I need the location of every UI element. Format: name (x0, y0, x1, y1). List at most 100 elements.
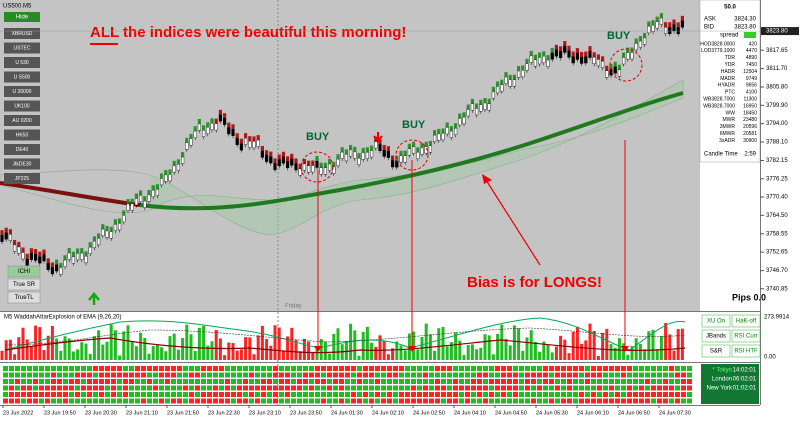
heat-cell (621, 372, 626, 378)
heat-cell (207, 385, 212, 391)
heat-cell (579, 385, 584, 391)
indicator-button[interactable] (731, 344, 761, 358)
symbol-button-label[interactable]: AU 0200 (12, 118, 32, 124)
heat-cell (393, 398, 398, 404)
heat-cell (189, 372, 194, 378)
heat-cell (135, 379, 140, 384)
symbol-button[interactable] (4, 42, 40, 54)
candle-body (143, 200, 147, 208)
candle-body (622, 57, 626, 65)
symbol-button-label[interactable]: USTEC (14, 45, 31, 51)
heat-cell (513, 372, 518, 378)
symbol-button-label[interactable]: JP225 (15, 176, 29, 182)
hide-button-label[interactable]: Hide (16, 15, 29, 21)
heat-cell (495, 379, 500, 384)
symbol-button[interactable] (4, 129, 40, 141)
symbol-button[interactable] (4, 173, 40, 184)
tool-button-label[interactable]: ICHI (18, 269, 30, 275)
indicator-button-label[interactable]: XU On (707, 319, 725, 325)
symbol-button[interactable] (4, 115, 40, 126)
heat-cell (159, 385, 164, 391)
heat-cell (249, 379, 254, 384)
symbol-button[interactable] (4, 57, 40, 68)
time-label: 24 Jun 06:50 (618, 410, 650, 416)
heiken-ashi (25, 253, 29, 259)
histogram-bar (466, 345, 470, 360)
symbol-button[interactable] (4, 28, 40, 39)
symbol-button-label[interactable]: UK100 (14, 103, 30, 109)
heat-cell (273, 366, 278, 371)
heat-cell (465, 379, 470, 384)
heat-cell (195, 385, 200, 391)
heat-cell (465, 366, 470, 371)
heat-cell (507, 366, 512, 371)
heiken-ashi (311, 160, 315, 166)
candle-body (222, 117, 227, 125)
heat-cell (261, 372, 266, 378)
indicator-button[interactable] (731, 314, 761, 328)
heat-cell (279, 379, 284, 384)
heat-cell (3, 392, 8, 397)
indicator-button[interactable] (701, 329, 731, 343)
heiken-ashi (638, 36, 642, 42)
heat-cell (435, 385, 440, 391)
indicator-button-label[interactable]: HaK-off (736, 319, 757, 325)
heiken-ashi (105, 225, 109, 231)
heat-cell (369, 372, 374, 378)
heat-cell (399, 366, 404, 371)
symbol-button-label[interactable]: U S500 (14, 74, 31, 80)
symbol-button[interactable] (4, 144, 40, 155)
symbol-button-label[interactable]: DE40 (16, 147, 29, 153)
candle-body (433, 134, 437, 142)
indicator-button-label[interactable]: S&R (710, 349, 723, 355)
symbol-button[interactable] (4, 158, 40, 170)
heat-cell (513, 379, 518, 384)
heat-cell (225, 372, 230, 378)
symbol-button[interactable] (4, 71, 40, 83)
tool-button[interactable] (7, 265, 41, 278)
tool-button-label[interactable]: TrueTL (14, 295, 34, 301)
indicator-button[interactable] (701, 344, 731, 358)
symbol-button-label[interactable]: HK50 (16, 132, 29, 138)
symbol-button[interactable] (4, 86, 40, 97)
heiken-ashi (97, 233, 101, 239)
histogram-bar (34, 325, 38, 360)
hide-button[interactable] (4, 12, 40, 22)
tool-button-label[interactable]: True SR (13, 282, 36, 288)
heat-cell (87, 385, 92, 391)
heat-cell (351, 398, 356, 404)
indicator-button-label[interactable]: RSI HTF (734, 349, 758, 355)
heiken-ashi (172, 160, 176, 166)
tool-button[interactable] (7, 291, 41, 304)
indicator-button[interactable] (731, 329, 761, 343)
heiken-ashi (462, 112, 466, 118)
heiken-ashi (88, 242, 92, 248)
heat-cell (279, 392, 284, 397)
indicator-button[interactable] (701, 314, 731, 328)
heat-cell (123, 385, 128, 391)
indicator-button-label[interactable]: RSI Curr (734, 334, 757, 340)
heat-cell (9, 398, 14, 404)
symbol-button-label[interactable]: XBRUSD (12, 31, 33, 37)
tool-button[interactable] (7, 278, 41, 291)
heat-cell (651, 379, 656, 384)
heiken-ashi (328, 158, 332, 164)
heiken-ashi (382, 144, 386, 150)
symbol-button-label[interactable]: U 30000 (13, 89, 32, 95)
heat-cell (459, 385, 464, 391)
heat-cell (45, 398, 50, 404)
price-tick-label: 3817.65 (766, 48, 788, 54)
heat-cell (519, 366, 524, 371)
heat-cell (225, 385, 230, 391)
indicator-button-label[interactable]: JBands (706, 334, 726, 340)
symbol-button-label[interactable]: JtkDE30 (13, 161, 32, 167)
heat-cell (243, 366, 248, 371)
heiken-ashi (185, 137, 189, 143)
candle-body (113, 223, 117, 231)
heiken-ashi (500, 79, 504, 85)
symbol-button-label[interactable]: U 530 (15, 60, 29, 66)
candle-body (227, 127, 231, 135)
symbol-button[interactable] (4, 100, 40, 112)
heat-cell (645, 385, 650, 391)
candle-body (168, 174, 172, 182)
